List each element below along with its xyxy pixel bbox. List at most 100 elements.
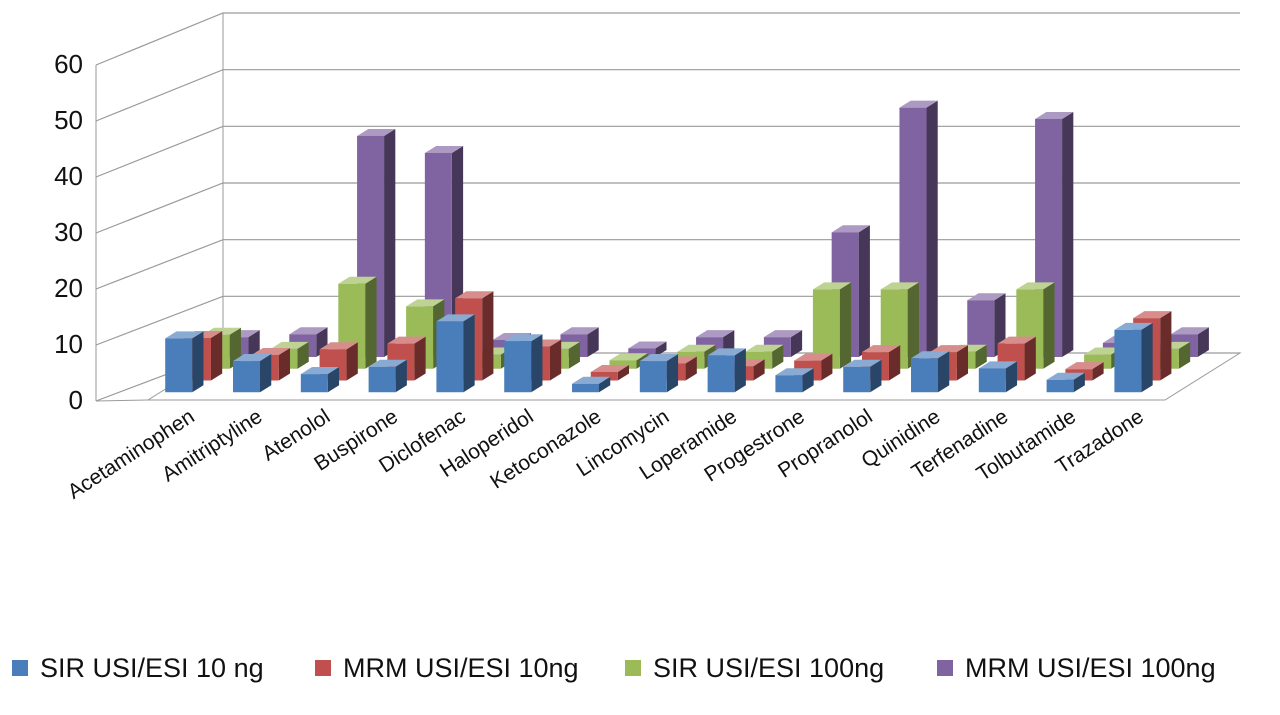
bar-side: [617, 364, 630, 381]
bar-side: [297, 341, 309, 369]
bar-front: [639, 361, 667, 393]
bar-side: [772, 344, 784, 369]
bar-front: [978, 368, 1006, 393]
bars: [165, 100, 1209, 393]
bar-top: [357, 128, 396, 136]
legend-swatch: [937, 660, 953, 676]
bar[interactable]: [880, 282, 919, 369]
legend-swatch: [12, 660, 28, 676]
legend-item: MRM USI/ESI 10ng: [315, 653, 579, 683]
bar[interactable]: [628, 341, 667, 357]
bar-top: [1016, 282, 1055, 290]
bar-top: [763, 330, 803, 338]
bar-side: [210, 330, 223, 381]
bar-top: [745, 344, 784, 352]
bar-front: [590, 371, 618, 381]
bar-side: [802, 368, 814, 393]
bar-top: [504, 334, 543, 342]
bar-side: [734, 348, 746, 393]
bar-side: [327, 367, 340, 393]
bar-top: [319, 342, 358, 350]
bar[interactable]: [1114, 322, 1153, 393]
bar[interactable]: [978, 361, 1018, 393]
bar[interactable]: [165, 331, 204, 393]
bar-top: [967, 293, 1006, 301]
y-tick-label: 40: [54, 161, 83, 191]
bar[interactable]: [300, 367, 340, 393]
bar[interactable]: [572, 376, 611, 393]
bar-top: [831, 225, 870, 233]
bar[interactable]: [775, 368, 814, 393]
bar-top: [843, 359, 882, 367]
bar[interactable]: [590, 364, 630, 381]
legend-item: MRM USI/ESI 100ng: [937, 653, 1216, 683]
bar-top: [270, 341, 309, 349]
legend-label: MRM USI/ESI 10ng: [343, 653, 579, 683]
bar-front: [504, 341, 532, 393]
bar-top: [1065, 362, 1104, 370]
bar-front: [1046, 379, 1074, 393]
bar-side: [1005, 361, 1018, 393]
bar[interactable]: [639, 354, 679, 393]
bar[interactable]: [233, 354, 272, 393]
bar-side: [907, 282, 919, 369]
bar[interactable]: [997, 336, 1036, 381]
bar-top: [812, 282, 852, 290]
bar-side: [587, 327, 599, 357]
bar-side: [549, 339, 562, 381]
floor-left-edge: [95, 399, 149, 402]
bar-side: [1160, 311, 1172, 381]
bar-front: [707, 355, 735, 393]
bar-top: [978, 361, 1018, 369]
bar-top: [929, 345, 969, 353]
bar-side: [414, 336, 426, 381]
bar-side: [790, 330, 803, 357]
bar[interactable]: [707, 348, 746, 393]
bar-top: [628, 341, 667, 349]
bar-top: [289, 327, 328, 335]
bar-top: [707, 348, 746, 356]
legend-label: MRM USI/ESI 100ng: [965, 653, 1216, 683]
bar[interactable]: [1046, 372, 1085, 393]
bar[interactable]: [911, 351, 950, 393]
bar-side: [1141, 322, 1153, 393]
bar-front: [843, 366, 871, 393]
bar-top: [560, 327, 599, 335]
legend-swatch: [625, 660, 641, 676]
bar-front: [436, 321, 464, 393]
bar[interactable]: [368, 359, 407, 393]
bar-side: [1178, 341, 1191, 369]
bar-top: [1046, 372, 1085, 380]
bar-top: [677, 344, 716, 352]
bar[interactable]: [436, 314, 475, 393]
bar-top: [696, 330, 735, 338]
bar-side: [938, 351, 950, 393]
bar-top: [880, 282, 919, 290]
bar-side: [666, 354, 679, 393]
bar-front: [572, 383, 600, 393]
bar-top: [1035, 111, 1074, 119]
bar-side: [685, 356, 697, 381]
bar-top: [455, 291, 494, 299]
bar-top: [775, 368, 814, 376]
bar-top: [997, 336, 1036, 344]
legend-label: SIR USI/ESI 100ng: [653, 653, 884, 683]
bar-top: [1084, 347, 1123, 355]
bar-front: [609, 360, 637, 369]
bar-side: [346, 342, 358, 381]
bar-side: [384, 128, 396, 357]
bar-side: [1197, 327, 1209, 357]
bar-side: [870, 359, 882, 393]
y-tick-label: 50: [54, 105, 83, 135]
bar-side: [1062, 111, 1074, 357]
x-axis-labels: AcetaminophenAmitriptylineAtenololBuspir…: [64, 405, 1148, 504]
bar-side: [753, 359, 765, 381]
bar-side: [599, 376, 611, 393]
bar[interactable]: [504, 334, 543, 393]
legend-label: SIR USI/ESI 10 ng: [40, 653, 264, 683]
bar[interactable]: [843, 359, 882, 393]
bar-top: [300, 367, 340, 375]
bar-top: [861, 345, 901, 353]
